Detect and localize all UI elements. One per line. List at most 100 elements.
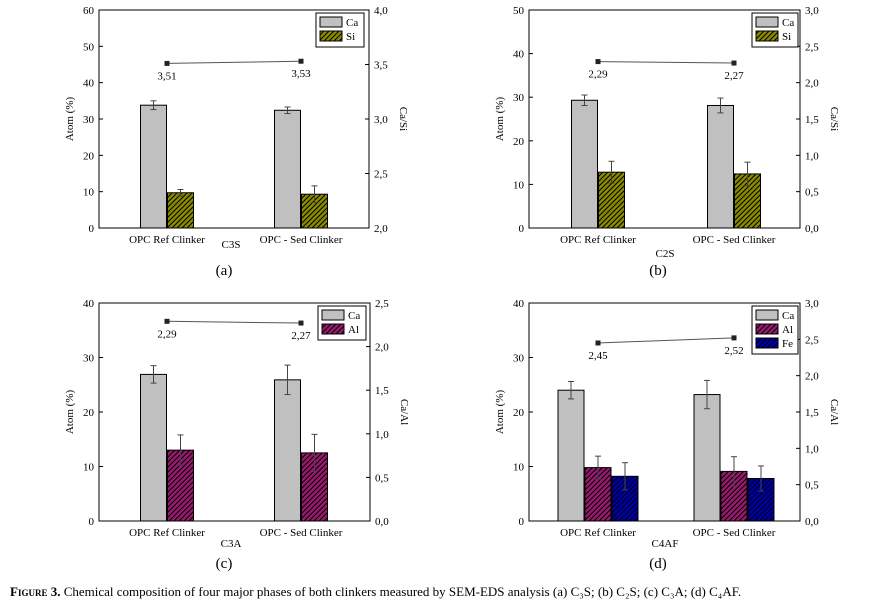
y-tick-label: 10 bbox=[83, 462, 95, 474]
y-tick-label: 40 bbox=[83, 298, 95, 310]
y-axis-label: Atom (%) bbox=[64, 97, 76, 142]
y2-tick-label: 3,0 bbox=[805, 298, 819, 310]
x-tick-label: OPC Ref Clinker bbox=[560, 234, 636, 246]
y2-tick-label: 2,0 bbox=[375, 342, 389, 354]
y2-tick-label: 2,0 bbox=[805, 371, 819, 383]
x-tick-label: OPC Ref Clinker bbox=[129, 234, 205, 246]
ratio-point bbox=[164, 60, 170, 66]
bar-ca bbox=[140, 373, 167, 522]
legend-swatch-ca bbox=[755, 309, 779, 321]
ratio-label: 3,51 bbox=[157, 70, 176, 82]
y2-tick-label: 0,0 bbox=[805, 516, 819, 528]
ratio-point bbox=[595, 340, 601, 346]
legend-label: Fe bbox=[782, 338, 793, 350]
y-tick-label: 0 bbox=[89, 516, 95, 528]
y2-tick-label: 3,0 bbox=[805, 5, 819, 17]
legend-label: Si bbox=[782, 31, 791, 43]
y-axis-label: Atom (%) bbox=[494, 390, 506, 435]
legend-swatch-si bbox=[319, 30, 343, 42]
legend-label: Al bbox=[348, 324, 359, 336]
y-tick-label: 20 bbox=[513, 407, 525, 419]
y-tick-label: 20 bbox=[83, 150, 95, 162]
y2-tick-label: 2,5 bbox=[805, 41, 819, 53]
ratio-line bbox=[166, 320, 302, 324]
chart-panel-1: 0 10 20 30 40 50 0,0 0,5 1,0 1,5 2,0 2,5 3,0 Atom (%)… bbox=[494, 5, 840, 279]
y2-tick-label: 2,5 bbox=[805, 334, 819, 346]
bar-ca bbox=[693, 394, 721, 522]
ratio-label: 2,52 bbox=[724, 345, 743, 357]
y2-tick-label: 3,0 bbox=[374, 114, 388, 126]
y-tick-label: 0 bbox=[519, 516, 525, 528]
y-tick-label: 40 bbox=[513, 49, 525, 61]
y2-tick-label: 2,0 bbox=[374, 223, 388, 235]
bar-fe bbox=[747, 477, 775, 522]
y2-tick-label: 2,0 bbox=[805, 78, 819, 90]
y2-tick-label: 1,5 bbox=[805, 114, 819, 126]
chart-title: C2S bbox=[656, 248, 675, 260]
caption-label: Figure 3. bbox=[10, 584, 61, 599]
ratio-point bbox=[164, 318, 170, 324]
y-tick-label: 40 bbox=[83, 78, 95, 90]
y2-axis-label: Ca/Si bbox=[397, 107, 409, 131]
ratio-label: 3,53 bbox=[291, 68, 311, 80]
legend-swatch-si bbox=[755, 30, 779, 42]
y-tick-label: 10 bbox=[83, 187, 95, 199]
bar-ca bbox=[140, 104, 167, 229]
panel-label: (b) bbox=[649, 263, 667, 279]
bar-ca bbox=[274, 379, 301, 522]
y-tick-label: 60 bbox=[83, 5, 95, 17]
y-tick-label: 30 bbox=[513, 353, 525, 365]
y-tick-label: 30 bbox=[83, 114, 95, 126]
ratio-point bbox=[731, 60, 737, 66]
legend-label: Si bbox=[346, 31, 355, 43]
bar-ca bbox=[571, 99, 598, 229]
y2-tick-label: 2,5 bbox=[374, 169, 388, 181]
x-tick-label: OPC - Sed Clinker bbox=[260, 234, 343, 246]
figure-caption: Figure 3. Chemical composition of four m… bbox=[10, 584, 880, 600]
y-tick-label: 0 bbox=[89, 223, 95, 235]
bar-si bbox=[167, 192, 194, 229]
legend: Ca Al Fe bbox=[751, 305, 799, 355]
y-tick-label: 50 bbox=[513, 5, 525, 17]
y2-tick-label: 1,0 bbox=[805, 150, 819, 162]
x-tick-label: OPC - Sed Clinker bbox=[693, 234, 776, 246]
legend-label: Ca bbox=[346, 17, 358, 29]
legend-swatch-al bbox=[321, 323, 345, 335]
y2-tick-label: 0,5 bbox=[805, 480, 819, 492]
y2-tick-label: 1,0 bbox=[375, 429, 389, 441]
ratio-label: 2,27 bbox=[291, 330, 311, 342]
chart-panel-3: 0 10 20 30 40 0,0 0,5 1,0 1,5 2,0 2,5 3,0 Atom (%) Ca… bbox=[494, 298, 840, 572]
legend-label: Ca bbox=[782, 17, 794, 29]
y2-tick-label: 1,5 bbox=[805, 407, 819, 419]
y2-tick-label: 0,5 bbox=[805, 187, 819, 199]
y2-tick-label: 0,5 bbox=[375, 472, 389, 484]
legend-label: Al bbox=[782, 324, 793, 336]
panel-label: (a) bbox=[216, 263, 233, 279]
y-tick-label: 50 bbox=[83, 41, 95, 53]
y2-tick-label: 4,0 bbox=[374, 5, 388, 17]
ratio-point bbox=[731, 335, 737, 341]
chart-panel-2: 0 10 20 30 40 0,0 0,5 1,0 1,5 2,0 2,5 Atom (%) Ca/Al… bbox=[64, 298, 410, 572]
ratio-point bbox=[595, 59, 601, 65]
legend: Ca Si bbox=[315, 12, 365, 48]
x-tick-label: OPC - Sed Clinker bbox=[260, 527, 343, 539]
y2-tick-label: 0,0 bbox=[805, 223, 819, 235]
y2-tick-label: 0,0 bbox=[375, 516, 389, 528]
legend-swatch-al bbox=[755, 323, 779, 335]
panel-label: (d) bbox=[649, 556, 667, 572]
y2-axis-label: Ca/Al bbox=[828, 399, 840, 425]
y2-tick-label: 3,5 bbox=[374, 60, 388, 72]
ratio-line bbox=[597, 337, 735, 344]
bar-ca bbox=[557, 389, 585, 522]
legend-label: Ca bbox=[348, 310, 360, 322]
ratio-point bbox=[298, 320, 304, 326]
ratio-line bbox=[597, 61, 735, 64]
ratio-label: 2,29 bbox=[588, 69, 608, 81]
chart-panel-0: 0 10 20 30 40 50 60 2,0 2,5 3,0 3,5 4,0 Atom (%) Ca/S… bbox=[64, 5, 409, 279]
ratio-point bbox=[298, 58, 304, 64]
ratio-label: 2,29 bbox=[157, 328, 177, 340]
y-tick-label: 40 bbox=[513, 298, 525, 310]
legend-swatch-fe bbox=[755, 337, 779, 349]
y-tick-label: 20 bbox=[513, 136, 525, 148]
y-tick-label: 30 bbox=[513, 92, 525, 104]
